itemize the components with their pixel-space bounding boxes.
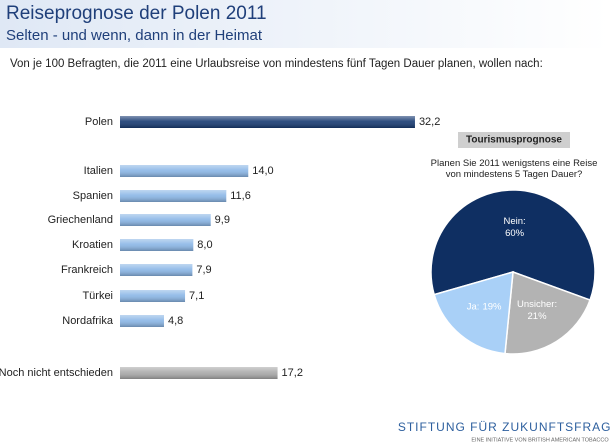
value-label: 7,9 — [196, 264, 211, 276]
pie-subtitle: Planen Sie 2011 wenigstens eine Reise vo… — [430, 158, 598, 180]
bar-shine — [120, 239, 194, 251]
bar-shine — [120, 190, 227, 202]
category-label: Griechenland — [48, 214, 113, 226]
value-label: 4,8 — [168, 315, 183, 327]
value-label: 7,1 — [189, 290, 204, 302]
bar-shine — [120, 214, 211, 226]
bar-shine — [120, 290, 186, 302]
category-label: Spanien — [73, 190, 113, 202]
value-label: 9,9 — [215, 214, 230, 226]
pie-title: Tourismusprognose — [466, 135, 562, 146]
pie-slice — [430, 189, 596, 302]
slice-label: Nein: 60% — [503, 215, 525, 238]
value-label: 11,6 — [230, 190, 251, 202]
bar-shine — [120, 367, 278, 379]
logo-tagline: EINE INITIATIVE VON BRITISH AMERICAN TOB… — [471, 437, 609, 443]
slice-label: Ja: 19% — [467, 301, 502, 312]
category-label: Polen — [85, 116, 113, 128]
subtitle: Selten - und wenn, dann in der Heimat — [6, 27, 263, 44]
slice-category: Nein: — [503, 215, 525, 226]
category-label: Noch nicht entschieden — [0, 367, 113, 379]
title: Reiseprognose der Polen 2011 — [6, 3, 267, 24]
description: Von je 100 Befragten, die 2011 eine Urla… — [10, 58, 543, 70]
value-label: 32,2 — [419, 116, 440, 128]
bar-shine — [120, 315, 164, 327]
slice-category: Unsicher: — [517, 299, 557, 310]
pie-title-box — [458, 132, 570, 148]
category-label: Kroatien — [72, 239, 113, 251]
pie-slice — [433, 270, 514, 355]
slice-value: 21% — [528, 311, 548, 322]
bar-shine — [120, 264, 193, 276]
logo-name: STIFTUNG FÜR ZUKUNFTSFRAGEN — [398, 420, 610, 434]
value-label: 8,0 — [197, 239, 212, 251]
category-label: Türkei — [82, 290, 113, 302]
pie-subtitle-box: Planen Sie 2011 wenigstens eine Reise vo… — [430, 158, 598, 180]
value-label: 14,0 — [252, 165, 273, 177]
category-label: Italien — [84, 165, 113, 177]
bar-shine — [120, 165, 249, 177]
slice-value: 19% — [482, 301, 502, 312]
slice-value: 60% — [505, 227, 525, 238]
bar-shine — [120, 116, 415, 128]
value-label: 17,2 — [282, 367, 303, 379]
header-band — [0, 0, 610, 48]
pie-slice — [504, 270, 592, 355]
category-label: Frankreich — [61, 264, 113, 276]
slice-label: Unsicher: 21% — [517, 299, 557, 322]
slice-category: Ja: — [467, 301, 480, 312]
category-label: Nordafrika — [62, 315, 114, 327]
